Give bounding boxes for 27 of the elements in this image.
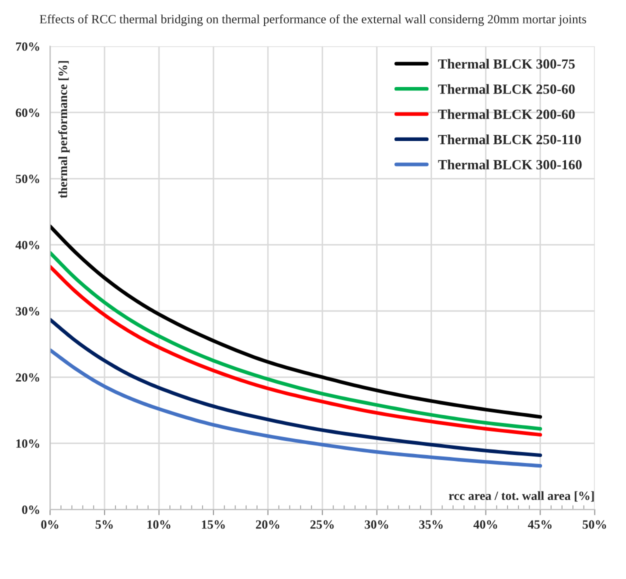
x-tick-label: 5% [96, 520, 113, 529]
x-tick-label: 0% [41, 520, 58, 529]
y-tick-label: 50% [16, 174, 40, 184]
x-tick-label: 30% [364, 520, 388, 529]
x-tick-label: 15% [202, 520, 225, 529]
legend-label: Thermal BLCK 300-75 [438, 58, 575, 69]
x-tick-label: 10% [148, 520, 170, 529]
legend-label: Thermal BLCK 200-60 [438, 109, 575, 120]
chart-title: Effects of RCC thermal bridging on thermal performance of the external wall considerng 20mm mortar joints [40, 14, 586, 26]
y-tick-label: 30% [16, 307, 40, 316]
y-tick-label: 70% [16, 42, 40, 51]
y-tick-label: 20% [16, 373, 40, 382]
x-tick-label: 40% [473, 520, 498, 529]
legend-label: Thermal BLCK 250-60 [438, 84, 575, 94]
legend-label: Thermal BLCK 250-110 [438, 134, 581, 144]
x-tick-label: 25% [310, 520, 334, 529]
y-axis-title: thermal performance [%] [58, 61, 70, 198]
y-tick-label: 10% [16, 439, 40, 448]
y-tick-label: 0% [22, 506, 40, 514]
y-tick-label: 60% [16, 108, 40, 117]
x-tick-label: 20% [256, 520, 280, 529]
x-tick-label: 50% [582, 520, 606, 529]
x-axis-title: rcc area / tot. wall area [%] [448, 491, 594, 502]
legend-label: Thermal BLCK 300-160 [438, 160, 582, 170]
x-tick-label: 45% [528, 520, 552, 529]
y-tick-label: 40% [16, 240, 40, 250]
x-tick-label: 35% [419, 520, 443, 529]
